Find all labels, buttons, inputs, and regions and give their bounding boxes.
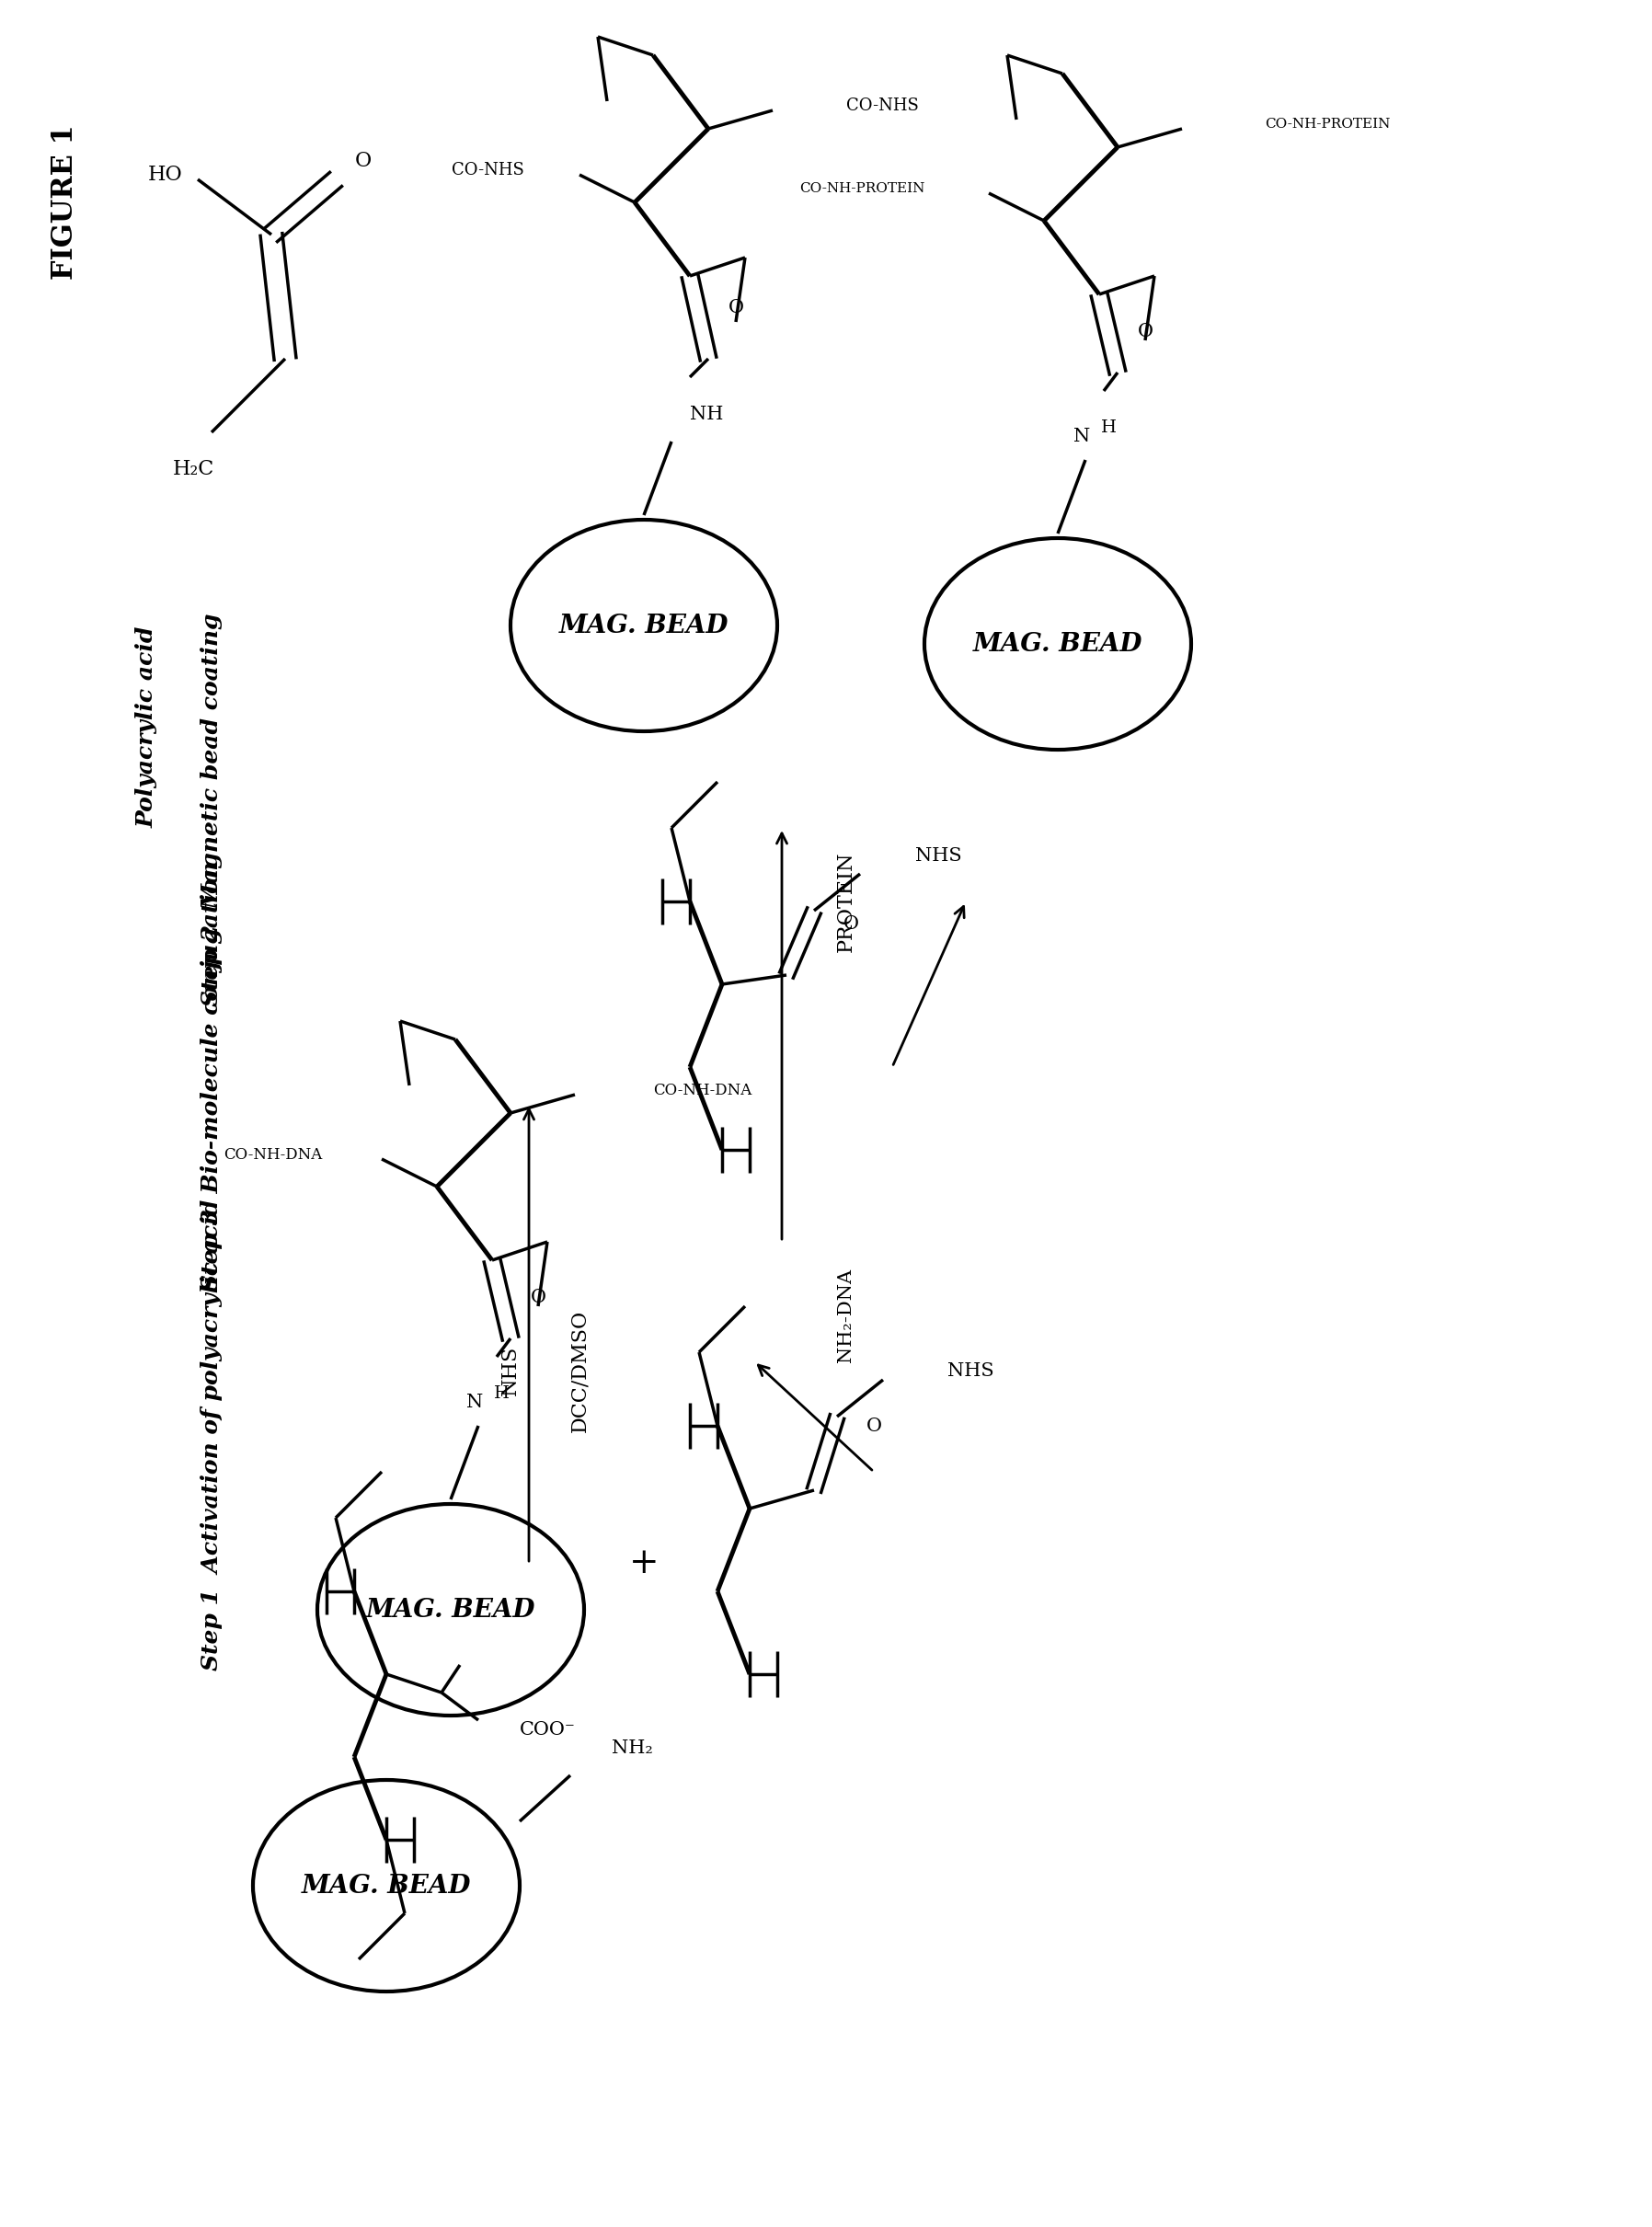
Text: O: O — [843, 915, 859, 933]
Text: N: N — [1074, 428, 1090, 445]
Text: CO-NHS: CO-NHS — [451, 163, 524, 178]
Text: COO⁻: COO⁻ — [520, 1721, 575, 1737]
Text: H: H — [1100, 419, 1117, 436]
Text: Step 2  Magnetic bead coating: Step 2 Magnetic bead coating — [200, 612, 223, 1007]
Text: NHS: NHS — [915, 846, 961, 864]
Text: Step 1  Activation of polyacrylic acid: Step 1 Activation of polyacrylic acid — [200, 1200, 223, 1670]
Text: DCC/DMSO: DCC/DMSO — [570, 1309, 590, 1432]
Text: NH₂-DNA: NH₂-DNA — [838, 1269, 856, 1363]
Text: CO-NH-PROTEIN: CO-NH-PROTEIN — [800, 183, 925, 196]
Text: NH: NH — [691, 405, 724, 423]
Text: O: O — [355, 151, 372, 171]
Text: H₂C: H₂C — [172, 459, 215, 479]
Text: H: H — [494, 1385, 509, 1401]
Text: HO: HO — [149, 165, 183, 185]
Text: MAG. BEAD: MAG. BEAD — [973, 632, 1143, 657]
Text: NHS: NHS — [947, 1363, 995, 1379]
Text: Step 3  Bio-molecule conjugation: Step 3 Bio-molecule conjugation — [200, 862, 223, 1292]
Text: MAG. BEAD: MAG. BEAD — [558, 612, 729, 637]
Text: O: O — [530, 1287, 545, 1305]
Text: NHS: NHS — [501, 1345, 520, 1396]
Text: MAG. BEAD: MAG. BEAD — [301, 1873, 471, 1897]
Text: NH₂: NH₂ — [611, 1739, 653, 1757]
Text: O: O — [866, 1416, 882, 1434]
Text: PROTEIN: PROTEIN — [836, 851, 856, 951]
Text: CO-NH-PROTEIN: CO-NH-PROTEIN — [1265, 118, 1391, 131]
Text: O: O — [729, 298, 743, 316]
Text: CO-NH-DNA: CO-NH-DNA — [653, 1082, 752, 1098]
Text: O: O — [1137, 323, 1153, 341]
Text: CO-NH-DNA: CO-NH-DNA — [223, 1147, 322, 1162]
Text: FIGURE 1: FIGURE 1 — [51, 125, 79, 281]
Text: MAG. BEAD: MAG. BEAD — [365, 1597, 535, 1621]
Text: CO-NHS: CO-NHS — [846, 98, 919, 114]
Text: +: + — [629, 1548, 659, 1581]
Text: Polyacrylic acid: Polyacrylic acid — [135, 626, 159, 828]
Text: N: N — [466, 1394, 482, 1412]
